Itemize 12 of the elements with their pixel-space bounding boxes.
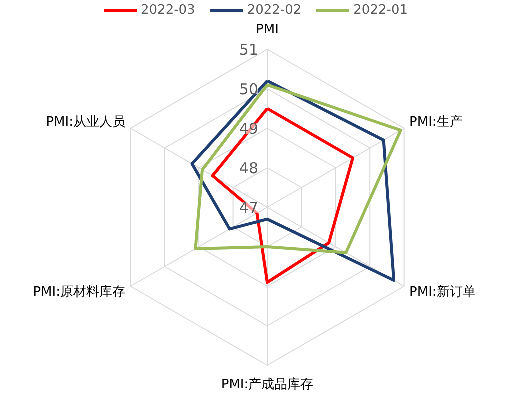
spoke-label: PMI:新订单 [410,285,476,300]
legend-label: 2022-01 [354,2,408,18]
legend-label: 2022-02 [247,2,302,18]
y-tick-label: 51 [239,41,259,59]
y-tick-label: 50 [239,80,259,98]
spoke-label: PMI:产成品库存 [221,378,314,392]
y-tick-label: 48 [239,160,259,178]
spoke-label: PMI:生产 [410,115,463,130]
spoke-label: PMI:从业人员 [46,115,126,130]
spoke-label: PMI [256,22,279,38]
spoke-label: PMI:原材料库存 [33,285,126,300]
legend-label: 2022-03 [141,2,196,18]
